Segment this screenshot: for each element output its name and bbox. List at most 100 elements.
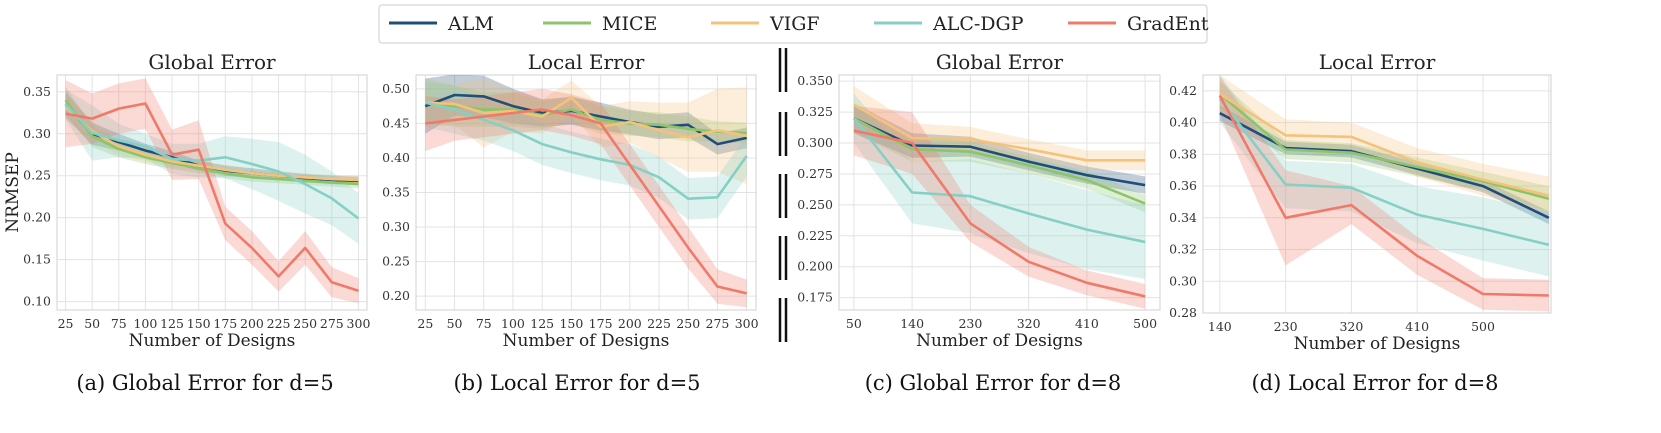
x-tick-label: 75 (111, 316, 127, 331)
legend-item-gradent: GradEnt (1068, 13, 1209, 35)
y-tick-label: 0.10 (23, 294, 51, 309)
x-tick-label: 250 (293, 316, 317, 331)
x-tick-label: 300 (347, 316, 371, 331)
y-tick-label: 0.200 (797, 259, 833, 274)
y-tick-label: 0.350 (797, 73, 833, 88)
x-tick-label: 320 (1339, 319, 1363, 334)
line-mice (425, 101, 747, 135)
y-tick-label: 0.35 (23, 84, 51, 99)
x-tick-label: 500 (1471, 319, 1495, 334)
caption: (a) Global Error for d=5 (76, 371, 333, 395)
y-tick-label: 0.32 (1169, 242, 1197, 257)
x-tick-label: 500 (1133, 316, 1157, 331)
x-axis-label: Number of Designs (916, 331, 1083, 351)
panel-2: 0.20 0.25 0.30 0.35 0.40 0.45 0.50 25 50 75 100 125… (382, 50, 758, 395)
legend-item-alm: ALM (389, 13, 494, 35)
y-tick-label: 0.50 (382, 81, 410, 96)
plot-frame (56, 74, 368, 311)
line-mice (1218, 93, 1550, 201)
x-tick-label: 100 (133, 316, 157, 331)
series-group (852, 86, 1146, 309)
x-tick-label: 225 (267, 316, 291, 331)
x-axis-label: Number of Designs (503, 331, 670, 351)
y-tick-label: 0.25 (23, 168, 51, 183)
plot-frame (1202, 74, 1552, 314)
panel-title: Local Error (528, 50, 645, 74)
panel-title: Global Error (148, 50, 276, 74)
panel-title: Global Error (936, 50, 1064, 74)
x-tick-label: 140 (1208, 319, 1232, 334)
legend-label: ALC-DGP (932, 13, 1024, 35)
line-alc-dgp (852, 117, 1146, 244)
x-tick-label: 25 (417, 316, 433, 331)
plot-frame (415, 74, 757, 311)
legend-label: VIGF (769, 13, 820, 35)
panel-4: 0.28 0.30 0.32 0.34 0.36 0.38 0.40 0.42 140 230 32… (1169, 50, 1552, 395)
x-tick-label: 75 (476, 316, 492, 331)
legend-item-mice: MICE (543, 13, 657, 35)
legend-frame (378, 4, 1208, 44)
y-tick-label: 0.38 (1169, 146, 1197, 161)
y-tick-label: 0.250 (797, 197, 833, 212)
x-tick-label: 50 (846, 316, 862, 331)
grid (57, 75, 367, 310)
band-alc-dgp (853, 93, 1146, 280)
y-tick-label: 0.20 (23, 210, 51, 225)
x-tick-label: 275 (320, 316, 344, 331)
y-tick-label: 0.40 (1169, 115, 1197, 130)
legend-item-vigf: VIGF (711, 13, 820, 35)
line-vigf (853, 103, 1146, 162)
line-vigf (425, 96, 747, 139)
x-tick-label: 320 (1017, 316, 1041, 331)
legend: ALM MICE VIGF ALC-DGP GradEnt (378, 4, 1209, 44)
line-vigf (64, 105, 359, 182)
x-tick-label: 230 (958, 316, 982, 331)
caption: (c) Global Error for d=8 (865, 371, 1122, 395)
band-vigf (1219, 75, 1549, 215)
y-tick-labels: 0.10 0.15 0.20 0.25 0.30 0.35 (23, 84, 51, 309)
band-gradent (1219, 76, 1549, 312)
x-tick-label: 300 (735, 316, 759, 331)
series-group (424, 75, 748, 308)
legend-item-alc-dgp: ALC-DGP (874, 13, 1024, 35)
line-alc-dgp (64, 103, 360, 220)
y-tick-labels: 0.28 0.30 0.32 0.34 0.36 0.38 0.40 0.42 (1169, 83, 1197, 320)
line-mice (64, 99, 359, 186)
legend-label: GradEnt (1127, 13, 1209, 35)
y-tick-label: 0.325 (797, 104, 833, 119)
x-tick-label: 50 (84, 316, 100, 331)
y-tick-label: 0.15 (23, 252, 51, 267)
y-tick-label: 0.45 (382, 115, 410, 130)
x-tick-label: 175 (589, 316, 613, 331)
legend-label: ALM (447, 13, 494, 35)
line-gradent (1218, 94, 1549, 297)
x-tick-label: 175 (213, 316, 237, 331)
y-tick-label: 0.25 (382, 254, 410, 269)
x-tick-label: 125 (530, 316, 554, 331)
panel-title: Local Error (1319, 50, 1436, 74)
line-mice (853, 117, 1146, 205)
x-tick-labels: 25 50 75 100 125 150 175 200 225 250 275 300 (417, 316, 758, 331)
line-gradent (425, 108, 747, 295)
y-tick-label: 0.36 (1169, 178, 1197, 193)
separator-bars (778, 48, 788, 342)
y-tick-label: 0.30 (1169, 273, 1197, 288)
y-tick-label: 0.40 (382, 150, 410, 165)
y-tick-labels: 0.20 0.25 0.30 0.35 0.40 0.45 0.50 (382, 81, 410, 303)
x-tick-label: 410 (1075, 316, 1099, 331)
x-tick-label: 230 (1274, 319, 1298, 334)
x-tick-labels: 140 230 320 410 500 (1208, 319, 1495, 334)
band-alm (65, 91, 359, 185)
x-tick-label: 25 (58, 316, 74, 331)
y-tick-label: 0.30 (23, 126, 51, 141)
y-tick-label: 0.175 (797, 290, 833, 305)
x-axis-label: Number of Designs (1294, 334, 1461, 354)
y-tick-label: 0.20 (382, 288, 410, 303)
x-tick-labels: 25 50 75 100 125 150 175 200 225 250 275 300 (58, 316, 371, 331)
x-tick-label: 275 (706, 316, 730, 331)
series-group (1218, 75, 1550, 312)
x-tick-label: 225 (647, 316, 671, 331)
x-tick-label: 200 (240, 316, 264, 331)
